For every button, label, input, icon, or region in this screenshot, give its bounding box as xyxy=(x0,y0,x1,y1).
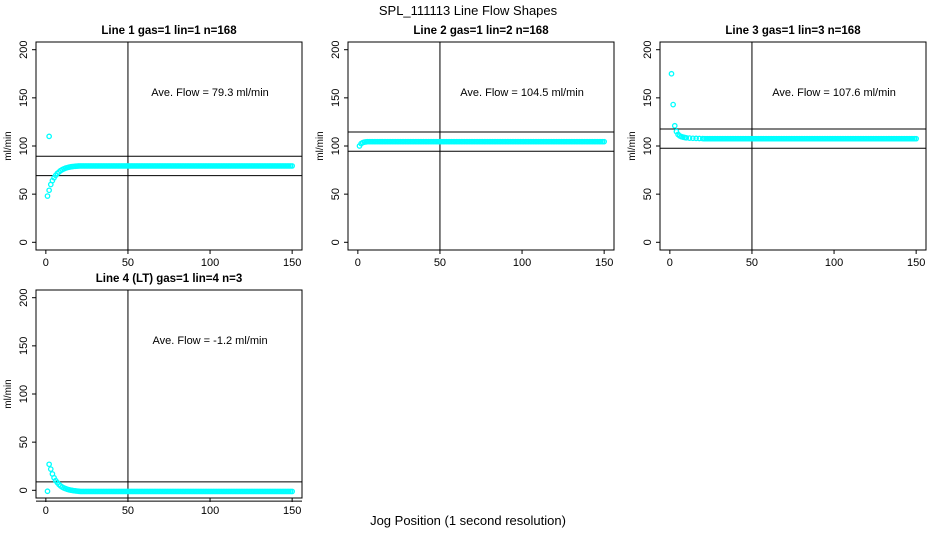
x-tick-label: 150 xyxy=(595,257,613,268)
y-axis-label: ml/min xyxy=(627,131,638,160)
panel-svg-2: Line 2 gas=1 lin=2 n=168 0 50 100 150 0 50 100 1… xyxy=(315,25,615,268)
subplot-line-4: Line 4 (LT) gas=1 lin=4 n=3 0 50 100 150 0 50 1… xyxy=(0,268,312,516)
data-point xyxy=(671,122,678,129)
y-tick-label: 100 xyxy=(18,385,30,403)
y-tick-label: 200 xyxy=(18,41,30,59)
data-point xyxy=(289,488,295,495)
y-tick-label: 150 xyxy=(330,89,342,107)
x-tick-label: 0 xyxy=(667,257,673,268)
points-layer xyxy=(44,133,295,199)
x-tick-label: 100 xyxy=(201,257,219,268)
data-point xyxy=(46,133,52,140)
y-tick-label: 150 xyxy=(642,89,654,107)
data-point xyxy=(670,101,676,108)
panel-svg-1: Line 1 gas=1 lin=1 n=168 0 50 100 150 0 50 100 1… xyxy=(3,25,303,268)
panel-title: Line 1 gas=1 lin=1 n=168 xyxy=(101,25,237,37)
data-point xyxy=(289,163,295,169)
x-tick-label: 150 xyxy=(283,257,301,268)
data-point xyxy=(44,193,51,199)
panel-svg-4: Line 4 (LT) gas=1 lin=4 n=3 0 50 100 150 0 50 1… xyxy=(3,273,303,516)
y-tick-label: 0 xyxy=(18,239,30,245)
y-tick-label: 50 xyxy=(18,436,30,448)
x-tick-label: 0 xyxy=(355,257,361,268)
ave-flow-annotation: Ave. Flow = -1.2 ml/min xyxy=(153,335,268,347)
plot-border xyxy=(659,41,927,251)
y-tick-label: 0 xyxy=(330,239,342,245)
x-tick-label: 100 xyxy=(825,257,843,268)
x-tick-label: 50 xyxy=(434,257,446,268)
y-tick-label: 150 xyxy=(18,89,30,107)
y-tick-label: 100 xyxy=(330,137,342,155)
subplot-line-3: Line 3 gas=1 lin=3 n=168 0 50 100 150 0 50 100 1… xyxy=(624,20,936,268)
y-tick-label: 150 xyxy=(18,337,30,355)
y-axis-label: ml/min xyxy=(315,131,326,160)
x-tick-label: 150 xyxy=(907,257,925,268)
x-tick-label: 0 xyxy=(43,505,49,516)
ave-flow-annotation: Ave. Flow = 107.6 ml/min xyxy=(772,87,896,99)
subplot-line-1: Line 1 gas=1 lin=1 n=168 0 50 100 150 0 50 100 1… xyxy=(0,20,312,268)
panel-svg-3: Line 3 gas=1 lin=3 n=168 0 50 100 150 0 50 100 1… xyxy=(627,25,927,268)
x-tick-label: 100 xyxy=(201,505,219,516)
data-point xyxy=(601,138,607,145)
y-tick-label: 50 xyxy=(330,188,342,200)
x-axis-label: Jog Position (1 second resolution) xyxy=(370,513,566,528)
data-point xyxy=(686,135,693,141)
data-point xyxy=(46,461,52,468)
ave-flow-annotation: Ave. Flow = 79.3 ml/min xyxy=(151,87,268,99)
x-tick-label: 50 xyxy=(122,505,134,516)
subplot-line-2: Line 2 gas=1 lin=2 n=168 0 50 100 150 0 50 100 1… xyxy=(312,20,624,268)
data-point xyxy=(683,134,690,141)
data-point xyxy=(47,466,54,472)
main-title: SPL_111113 Line Flow Shapes xyxy=(378,3,558,18)
data-point xyxy=(693,135,699,142)
y-tick-label: 200 xyxy=(330,41,342,59)
y-axis-label: ml/min xyxy=(3,131,14,160)
y-tick-label: 100 xyxy=(642,137,654,155)
y-tick-label: 200 xyxy=(18,289,30,307)
data-point xyxy=(913,135,919,142)
plot-border xyxy=(35,41,303,251)
y-tick-label: 0 xyxy=(642,239,654,245)
data-point xyxy=(44,488,51,495)
x-tick-label: 150 xyxy=(283,505,301,516)
plot-border xyxy=(347,41,615,251)
data-point xyxy=(46,187,52,194)
y-tick-label: 0 xyxy=(18,487,30,493)
data-point xyxy=(668,70,675,77)
points-layer xyxy=(668,70,919,142)
ave-flow-annotation: Ave. Flow = 104.5 ml/min xyxy=(460,87,584,99)
points-layer xyxy=(44,461,295,495)
y-tick-label: 50 xyxy=(18,188,30,200)
panel-title: Line 4 (LT) gas=1 lin=4 n=3 xyxy=(96,273,242,285)
x-tick-label: 0 xyxy=(43,257,49,268)
data-point xyxy=(689,135,696,142)
points-layer xyxy=(356,138,607,149)
plot-border xyxy=(35,289,303,499)
panel-title: Line 3 gas=1 lin=3 n=168 xyxy=(725,25,861,37)
x-tick-label: 100 xyxy=(513,257,531,268)
panel-title: Line 2 gas=1 lin=2 n=168 xyxy=(413,25,549,37)
y-tick-label: 200 xyxy=(642,41,654,59)
y-tick-label: 100 xyxy=(18,137,30,155)
y-axis-label: ml/min xyxy=(3,379,14,408)
x-tick-label: 50 xyxy=(746,257,758,268)
y-tick-label: 50 xyxy=(642,188,654,200)
x-tick-label: 50 xyxy=(122,257,134,268)
